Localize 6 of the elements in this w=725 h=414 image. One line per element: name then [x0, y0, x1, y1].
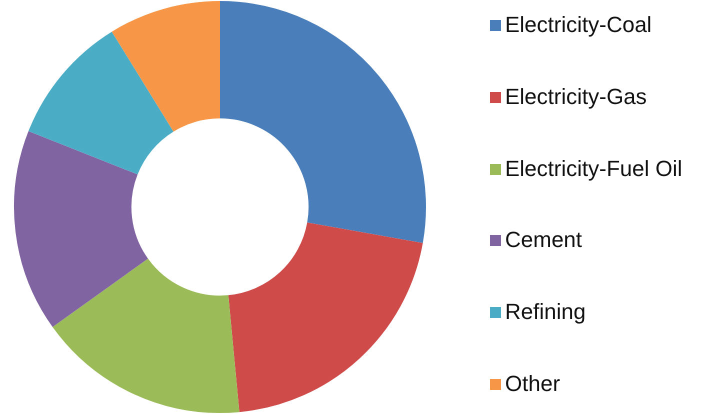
legend-label: Cement	[505, 227, 582, 254]
legend-label: Other	[505, 370, 560, 397]
legend-label: Electricity-Coal	[505, 12, 652, 38]
legend-label: Electricity-Fuel Oil	[505, 156, 682, 182]
legend-label: Refining	[505, 299, 586, 326]
legend-label: Electricity-Gas	[505, 84, 647, 110]
